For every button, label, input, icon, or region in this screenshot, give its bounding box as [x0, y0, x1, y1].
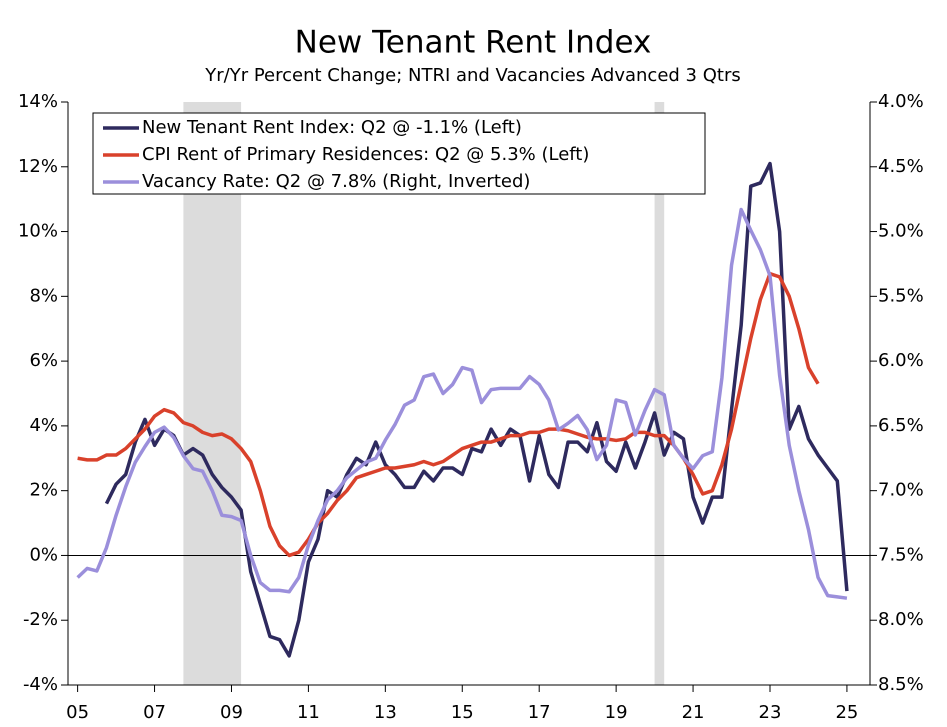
x-tick-label: 21 — [682, 702, 705, 723]
legend-label: Vacancy Rate: Q2 @ 7.8% (Right, Inverted… — [142, 171, 530, 192]
y-tick-label: 0% — [29, 544, 58, 565]
y-tick-label: 2% — [29, 480, 58, 501]
y2-tick-label: 6.0% — [878, 350, 924, 371]
x-tick-label: 11 — [297, 702, 320, 723]
x-tick-label: 15 — [451, 702, 474, 723]
chart-title: New Tenant Rent Index — [295, 25, 652, 61]
y2-tick-label: 4.5% — [878, 156, 924, 177]
y-tick-label: 8% — [29, 285, 58, 306]
y2-tick-label: 8.0% — [878, 609, 924, 630]
x-tick-label: 05 — [66, 702, 89, 723]
y-tick-label: -2% — [23, 609, 58, 630]
x-tick-label: 17 — [528, 702, 551, 723]
x-tick-label: 07 — [143, 702, 166, 723]
y2-tick-label: 7.5% — [878, 544, 924, 565]
y-tick-label: 10% — [18, 221, 58, 242]
series-line — [104, 161, 849, 658]
y-tick-label: 6% — [29, 350, 58, 371]
x-tick-label: 23 — [759, 702, 782, 723]
y-tick-label: 4% — [29, 415, 58, 436]
legend-label: New Tenant Rent Index: Q2 @ -1.1% (Left) — [142, 117, 522, 138]
y-tick-label: 14% — [18, 91, 58, 112]
series-line — [77, 271, 820, 558]
x-tick-label: 09 — [220, 702, 243, 723]
x-tick-label: 13 — [374, 702, 397, 723]
y-tick-label: 12% — [18, 156, 58, 177]
y-tick-label: -4% — [23, 674, 58, 695]
x-tick-label: 19 — [605, 702, 628, 723]
y2-tick-label: 5.5% — [878, 285, 924, 306]
x-tick-label: 25 — [835, 702, 858, 723]
y2-tick-label: 7.0% — [878, 480, 924, 501]
legend-box — [92, 112, 706, 195]
series-line — [76, 207, 848, 600]
chart-subtitle: Yr/Yr Percent Change; NTRI and Vacancies… — [204, 65, 740, 86]
recession-shade — [183, 102, 242, 685]
y2-tick-label: 8.5% — [878, 674, 924, 695]
y2-tick-label: 6.5% — [878, 415, 924, 436]
legend-label: CPI Rent of Primary Residences: Q2 @ 5.3… — [142, 144, 589, 165]
y2-tick-label: 5.0% — [878, 221, 924, 242]
y2-tick-label: 4.0% — [878, 91, 924, 112]
